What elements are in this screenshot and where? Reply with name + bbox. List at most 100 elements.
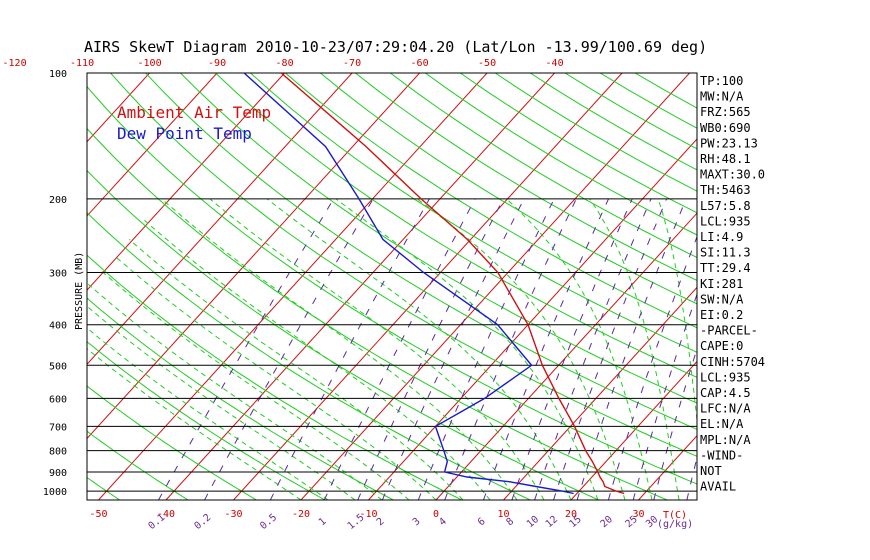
isotherm-line: [774, 73, 870, 500]
pressure-tick-label: 200: [49, 195, 67, 206]
dry-adiabat-line: [355, 73, 697, 281]
moist-adiabat-line: [589, 198, 680, 500]
moist-adiabat-line: [266, 198, 572, 500]
stability-index-item: LCL:935: [700, 370, 751, 384]
stability-index-item: SW:N/A: [700, 292, 744, 306]
isotherm-line: [165, 73, 555, 500]
dry-adiabat-line: [250, 73, 697, 353]
mixing-ratio-line: [534, 198, 652, 500]
moist-adiabat-line: [128, 239, 464, 500]
top-temp-tick-label: -70: [343, 58, 361, 69]
top-temp-tick-label: -120: [3, 58, 27, 69]
stability-index-item: PW:23.13: [700, 136, 758, 150]
legend-dew-point-temp: Dew Point Temp: [117, 124, 252, 143]
mixing-ratio-label: 0.2: [192, 512, 213, 532]
stability-index-item: NOT: [700, 464, 722, 478]
mixing-ratio-line: [357, 198, 504, 500]
stability-index-item: FRZ:565: [700, 105, 751, 119]
ambient-air-temp-line: [280, 73, 625, 495]
moist-adiabat-line: [87, 283, 383, 500]
dry-adiabat-line: [320, 73, 697, 305]
stability-index-item: LI:4.9: [700, 230, 743, 244]
dry-adiabat-line: [87, 341, 326, 500]
dry-adiabat-line: [460, 73, 697, 214]
mixing-ratio-line: [444, 198, 577, 500]
legend-ambient-air-temp: Ambient Air Temp: [117, 103, 271, 122]
bottom-temp-tick-label: -40: [157, 509, 175, 520]
stability-index-item: LCL:935: [700, 214, 751, 228]
dry-adiabat-line: [87, 211, 531, 500]
dry-adiabat-line: [87, 254, 463, 500]
dry-adiabat-line: [494, 73, 697, 192]
moist-adiabat-line: [115, 256, 437, 500]
mixing-ratio-label: 4: [437, 516, 449, 528]
mixing-ratio-line: [269, 198, 430, 500]
moist-adiabat-line: [335, 198, 599, 500]
pressure-tick-label: 300: [49, 269, 67, 280]
mixing-ratio-label: 1: [317, 516, 329, 528]
isotherm-line: [87, 73, 353, 366]
mixing-ratio-line: [482, 198, 609, 500]
isotherm-line: [0, 73, 15, 500]
isotherm-line: [87, 73, 218, 217]
stability-index-item: CINH:5704: [700, 355, 765, 369]
isotherm-line: [0, 73, 82, 500]
mixing-ratio-unit: (g/kg): [657, 519, 693, 530]
dry-adiabat-line: [87, 127, 668, 500]
moist-adiabat-line: [87, 305, 356, 500]
dry-adiabat-line: [87, 385, 257, 500]
stability-index-item: -WIND-: [700, 448, 743, 462]
moist-adiabat-line: [209, 198, 545, 500]
y-axis-label: PRESSURE (MB): [74, 252, 85, 330]
isotherm-line: [233, 73, 623, 500]
mixing-ratio-label: 20: [599, 514, 615, 530]
moist-adiabat-line: [144, 219, 491, 500]
mixing-ratio-line: [653, 347, 697, 500]
grid-layer: [0, 73, 870, 500]
moist-adiabat-line: [657, 198, 697, 425]
top-temp-tick-label: -90: [208, 58, 226, 69]
stability-index-item: TH:5463: [700, 183, 751, 197]
stability-index-item: TP:100: [700, 74, 743, 88]
dry-adiabat-line: [180, 73, 697, 404]
isotherm-line: [300, 73, 690, 500]
stability-index-item: AVAIL: [700, 480, 736, 494]
series-layer: [243, 73, 625, 495]
bottom-temp-tick-label: -20: [292, 509, 310, 520]
dry-adiabat-line: [87, 169, 599, 500]
chart-title: AIRS SkewT Diagram 2010-10-23/07:29:04.2…: [84, 38, 707, 56]
mixing-ratio-line: [204, 198, 374, 500]
pressure-tick-label: 1000: [43, 487, 67, 498]
stability-index-item: EL:N/A: [700, 417, 744, 431]
bottom-temp-tick-label: 0: [433, 509, 439, 520]
top-temp-tick-label: -60: [411, 58, 429, 69]
mixing-ratio-label: 6: [476, 516, 488, 528]
plot-frame: [86, 72, 698, 501]
stability-index-item: KI:281: [700, 277, 743, 291]
top-temp-tick-label: -80: [276, 58, 294, 69]
stability-index-item: LFC:N/A: [700, 402, 751, 416]
dry-adiabat-line: [390, 73, 697, 259]
pressure-tick-label: 100: [49, 69, 67, 80]
stability-index-item: MAXT:30.0: [700, 168, 765, 182]
mixing-ratio-label: 0.5: [258, 512, 279, 532]
dry-adiabat-line: [285, 73, 697, 329]
dry-adiabat-line: [87, 430, 189, 500]
mixing-ratio-line: [511, 198, 633, 500]
moist-adiabat-line: [416, 198, 626, 500]
bottom-temp-tick-label: 10: [497, 509, 509, 520]
bottom-temp-tick-label: -50: [89, 509, 107, 520]
stability-index-item: MPL:N/A: [700, 433, 751, 447]
moist-adiabat-line: [506, 198, 653, 500]
bottom-temp-tick-label: -30: [224, 509, 242, 520]
isotherm-line: [87, 73, 420, 440]
mixing-ratio-line: [632, 292, 697, 500]
bottom-temp-tick-label: -10: [359, 509, 377, 520]
stability-index-item: CAPE:0: [700, 339, 743, 353]
mixing-ratio-line: [158, 198, 335, 500]
dry-adiabat-line: [0, 73, 51, 500]
top-temp-tick-label: -50: [478, 58, 496, 69]
moist-adiabat-line: [161, 198, 518, 500]
isobar-layer: [86, 72, 698, 501]
mixing-ratio-line: [417, 198, 555, 500]
